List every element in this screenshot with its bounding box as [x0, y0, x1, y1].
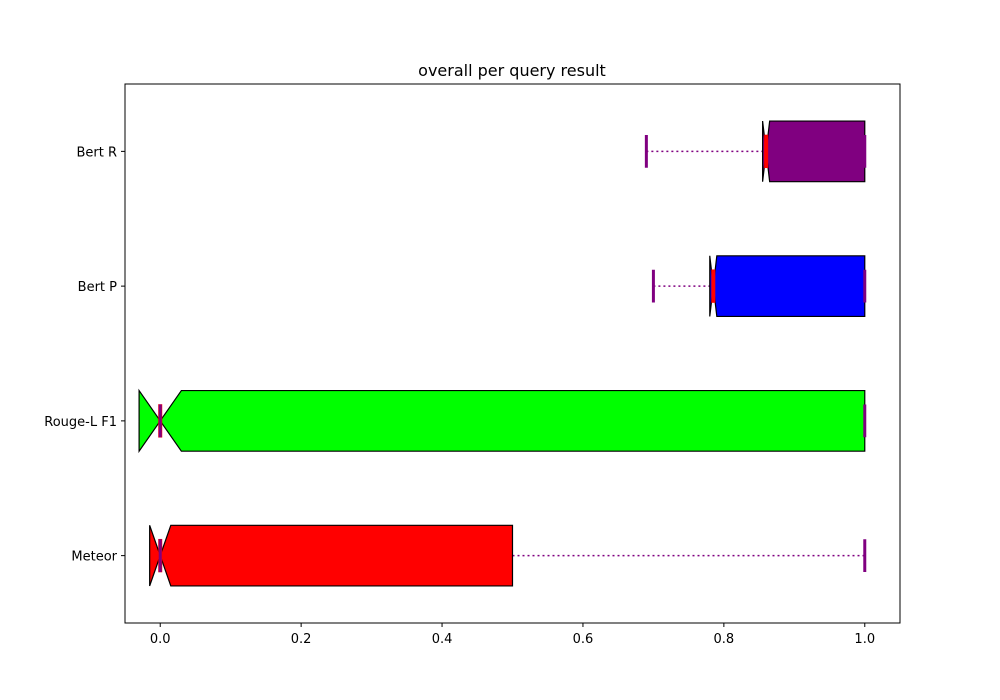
y-tick-label: Rouge-L F1 — [44, 415, 117, 430]
plot-frame — [124, 83, 901, 624]
box-group-bert-r — [644, 120, 867, 183]
box-meteor — [149, 524, 514, 587]
box-rouge-l-f1 — [138, 388, 866, 454]
box-bert-p — [709, 255, 866, 318]
x-tick-label: 0.2 — [291, 632, 312, 647]
box-group-bert-p — [651, 255, 867, 318]
x-axis: 0.0 0.2 0.4 0.6 0.8 1.0 — [150, 623, 875, 647]
box-group-meteor — [149, 524, 867, 587]
x-tick-label: 1.0 — [854, 632, 875, 647]
y-tick-label: Bert P — [78, 280, 117, 295]
x-tick-label: 0.4 — [432, 632, 453, 647]
y-axis: Meteor Rouge-L F1 Bert P Bert R — [44, 145, 125, 565]
y-tick-label: Meteor — [71, 550, 117, 565]
x-tick-label: 0.0 — [150, 632, 171, 647]
chart-title: overall per query result — [418, 61, 606, 80]
box-group-rouge-l-f1 — [138, 388, 867, 454]
x-tick-label: 0.8 — [714, 632, 735, 647]
box-bert-r — [762, 120, 866, 183]
y-tick-label: Bert R — [76, 145, 117, 160]
boxes-layer — [138, 120, 867, 587]
x-tick-label: 0.6 — [573, 632, 594, 647]
